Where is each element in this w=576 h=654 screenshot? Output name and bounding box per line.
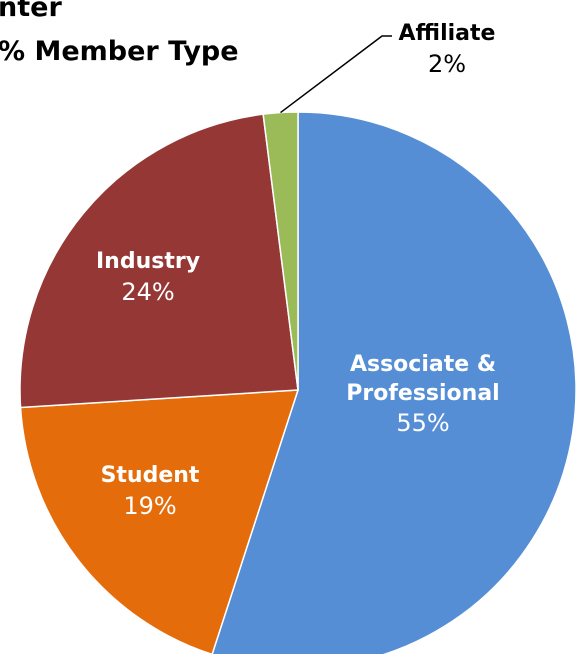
category-label: Student [100,463,200,489]
data-label: Affiliate 2% [372,20,522,80]
percent-label: 19% [123,491,177,520]
pie-slice [262,111,299,391]
category-label: Associate & Professional [346,351,500,406]
pie-slice [19,389,300,654]
percent-label: 55% [396,409,450,437]
data-label: Industry 24% [73,248,223,308]
leader-line [280,35,392,114]
percent-label: 24% [121,277,175,306]
chart-title: % Member Type [0,36,239,67]
data-label: Associate & Professional 55% [328,351,518,439]
chart-title: nter [0,0,62,23]
percent-label: 2% [427,49,467,78]
category-label: Industry [95,249,201,275]
data-label: Student 19% [75,462,225,522]
pie-slice [19,113,299,409]
pie-slice [211,111,576,654]
category-label: Affiliate [398,21,496,47]
